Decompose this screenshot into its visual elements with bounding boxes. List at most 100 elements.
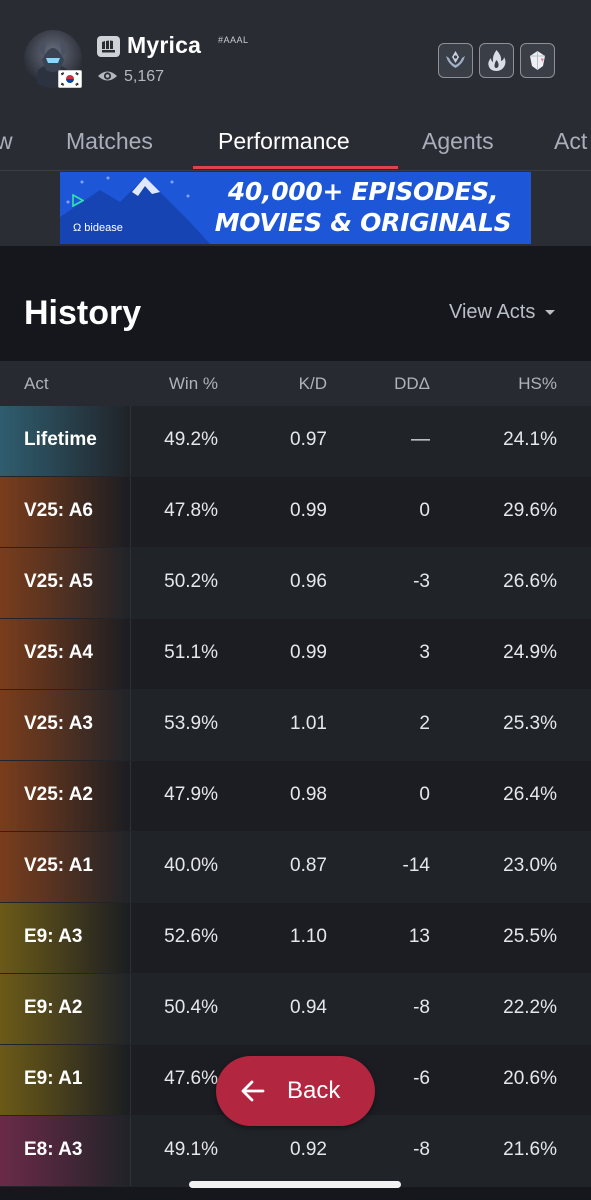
kd-value: 0.99 [290,500,327,521]
column-header-act[interactable]: Act [24,374,49,393]
eye-icon [97,68,118,84]
profile-tab-bar: w Matches Performance Agents Act [0,118,591,170]
win-rate-value: 49.2% [164,429,218,450]
hs-percent-value: 21.6% [503,1139,557,1160]
hs-percent-value: 23.0% [503,855,557,876]
dd-delta-value: -6 [413,1068,430,1089]
act-label: Lifetime [24,429,97,450]
ad-play-icon [72,194,84,207]
kd-value: 1.01 [290,713,327,734]
column-header-hs[interactable]: HS% [518,374,557,393]
act-label: V25: A5 [24,571,93,592]
table-row[interactable]: E9: A2 50.4% 0.94 -8 22.2% [0,974,591,1045]
tab-performance[interactable]: Performance [218,128,350,154]
table-row[interactable]: V25: A1 40.0% 0.87 -14 23.0% [0,832,591,903]
act-cell: E9: A1 [0,1045,131,1115]
active-tab-indicator [193,166,398,169]
kd-value: 0.87 [290,855,327,876]
act-label: V25: A6 [24,500,93,521]
player-name: Myrica [127,32,202,58]
table-row[interactable]: V25: A4 51.1% 0.99 3 24.9% [0,619,591,690]
hs-percent-value: 20.6% [503,1068,557,1089]
act-cell: V25: A1 [0,832,131,902]
hs-percent-value: 26.6% [503,571,557,592]
act-cell: Lifetime [0,406,131,476]
win-rate-value: 49.1% [164,1139,218,1160]
dd-delta-value: 2 [419,713,430,734]
dd-delta-value: 13 [408,926,430,947]
column-header-dd[interactable]: DDΔ [394,374,430,393]
table-row[interactable]: V25: A2 47.9% 0.98 0 26.4% [0,761,591,832]
column-header-win[interactable]: Win % [168,374,218,393]
win-rate-value: 47.9% [164,784,218,805]
dd-delta-value: -3 [413,571,430,592]
act-cell: E9: A3 [0,903,131,973]
dd-delta-value: 0 [419,784,430,805]
history-table-header: Act Win % K/D DDΔ HS% [0,361,591,406]
fire-badge-icon[interactable] [479,43,514,78]
dd-delta-value: -14 [402,855,430,876]
act-label: E9: A1 [24,1068,83,1089]
act-label: V25: A2 [24,784,93,805]
tab-matches[interactable]: Matches [66,128,153,154]
win-rate-value: 52.6% [164,926,218,947]
act-label: E9: A3 [24,926,83,947]
view-acts-dropdown[interactable]: View Acts [449,301,556,324]
tab-agents[interactable]: Agents [422,128,494,154]
profile-views-count: 5,167 [124,68,165,85]
table-row[interactable]: V25: A3 53.9% 1.01 2 25.3% [0,690,591,761]
act-cell: V25: A6 [0,477,131,547]
kd-value: 1.10 [290,926,327,947]
table-row[interactable]: V25: A6 47.8% 0.99 0 29.6% [0,477,591,548]
table-row[interactable]: Lifetime 49.2% 0.97 — 24.1% [0,406,591,477]
gem-badge-icon[interactable] [520,43,555,78]
kd-value: 0.94 [290,997,327,1018]
ad-brand-label: Ω bidease [73,222,123,234]
act-label: V25: A1 [24,855,93,876]
history-title: History [24,294,142,332]
profile-header: Myrica #AAAL 5,167 [0,0,591,118]
ad-line-2: MOVIES & ORIGINALS [214,208,512,237]
act-label: V25: A4 [24,642,93,663]
ad-banner[interactable]: Ω bidease 40,000+ EPISODES, MOVIES & ORI… [60,172,531,244]
table-row[interactable]: E8: A3 49.1% 0.92 -8 21.6% [0,1116,591,1187]
tab-overview[interactable]: w [0,128,13,154]
ad-line-1: 40,000+ EPISODES, [227,177,499,206]
column-header-kd[interactable]: K/D [298,374,327,393]
act-label: V25: A3 [24,713,93,734]
act-cell: V25: A5 [0,548,131,618]
win-rate-value: 47.8% [164,500,218,521]
win-rate-value: 50.4% [164,997,218,1018]
dd-delta-value: 0 [419,500,430,521]
win-rate-value: 53.9% [164,713,218,734]
kd-value: 0.96 [290,571,327,592]
back-button-label: Back [287,1077,341,1104]
act-label: E9: A2 [24,997,83,1018]
south-korea-flag-icon [58,70,82,88]
ad-mountain-graphic [60,176,210,244]
tabs-divider [0,170,591,171]
act-label: E8: A3 [24,1139,83,1160]
dd-delta-value: 3 [419,642,430,663]
dd-delta-value: -8 [413,1139,430,1160]
kd-value: 0.99 [290,642,327,663]
table-row[interactable]: V25: A5 50.2% 0.96 -3 26.6% [0,548,591,619]
hs-percent-value: 25.5% [503,926,557,947]
win-rate-value: 51.1% [164,642,218,663]
hs-percent-value: 29.6% [503,500,557,521]
win-rate-value: 40.0% [164,855,218,876]
act-cell: V25: A3 [0,690,131,760]
rank-badge-icon[interactable] [438,43,473,78]
view-acts-label: View Acts [449,301,536,323]
player-tag: #AAAL [218,35,249,45]
hs-percent-value: 25.3% [503,713,557,734]
kd-value: 0.92 [290,1139,327,1160]
win-rate-value: 47.6% [164,1068,218,1089]
kd-value: 0.97 [290,429,327,450]
ad-headline: 40,000+ EPISODES, MOVIES & ORIGINALS [198,176,528,238]
tab-acts[interactable]: Act [554,128,588,154]
hs-percent-value: 24.1% [503,429,557,450]
home-indicator[interactable] [189,1181,401,1188]
table-row[interactable]: E9: A3 52.6% 1.10 13 25.5% [0,903,591,974]
back-button[interactable]: Back [216,1056,375,1126]
